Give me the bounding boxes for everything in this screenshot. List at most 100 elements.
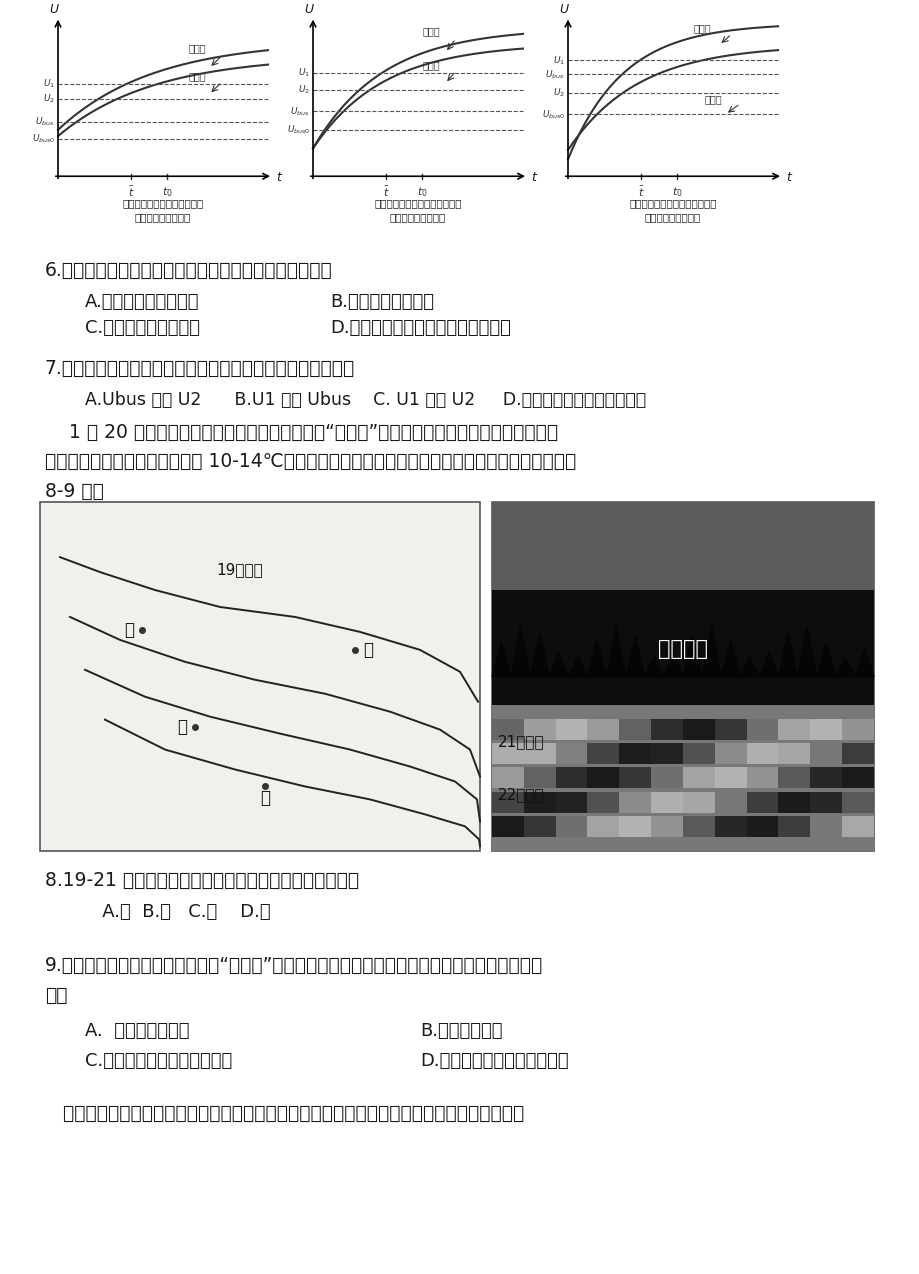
Bar	[618, 792, 651, 813]
Text: A.  增强大气逆辐射: A. 增强大气逆辐射	[85, 1022, 189, 1040]
Bar	[618, 767, 651, 789]
Text: $\bar{t}$: $\bar{t}$	[638, 185, 644, 200]
Text: U: U	[50, 3, 59, 15]
Bar	[587, 767, 618, 789]
Text: t: t	[530, 171, 535, 183]
Bar	[841, 792, 873, 813]
Bar	[618, 719, 651, 740]
Text: $U_{bus}$: $U_{bus}$	[289, 104, 310, 117]
Text: 19日夜间: 19日夜间	[216, 562, 263, 577]
Bar	[555, 767, 587, 789]
Text: 征收前: 征收前	[188, 43, 206, 54]
Bar	[682, 817, 714, 837]
Bar	[492, 590, 873, 722]
Text: 征收后: 征收后	[704, 94, 721, 104]
Text: 1 月 20 日是农历节气大寒，受来自西伯利亚的“霸王级”寒潮影响，之后数日南方多地迎来大: 1 月 20 日是农历节气大寒，受来自西伯利亚的“霸王级”寒潮影响，之后数日南方…	[45, 423, 558, 442]
Text: 下图为三峡工程建成后，下游城陵矶至武汉长江河段累计冲淤状况预测图（冲刷大于淤积为负: 下图为三峡工程建成后，下游城陵矶至武汉长江河段累计冲淤状况预测图（冲刷大于淤积为…	[45, 1103, 524, 1122]
Bar	[587, 743, 618, 764]
Text: 塑料薄膜: 塑料薄膜	[657, 638, 708, 659]
Bar	[746, 719, 777, 740]
Text: 高时间价值出行者征收拥堵费: 高时间价值出行者征收拥堵费	[122, 199, 203, 208]
Bar	[810, 767, 841, 789]
Text: D.增强大气对太阳辔射的吸收: D.增强大气对太阳辔射的吸收	[420, 1051, 568, 1070]
Text: B.高时间价值出行者: B.高时间价值出行者	[330, 293, 434, 311]
Bar	[492, 743, 523, 764]
Bar	[682, 792, 714, 813]
Bar	[777, 817, 810, 837]
Bar	[492, 767, 523, 789]
Bar	[40, 502, 480, 851]
Bar	[555, 817, 587, 837]
Text: 中高时间价值出行者征收拥堵费: 中高时间价值出行者征收拥堵费	[374, 199, 461, 208]
Text: 甲: 甲	[124, 620, 134, 638]
Text: 丁: 丁	[363, 641, 372, 659]
Bar	[492, 502, 873, 851]
Text: C.中低时间价值出行者: C.中低时间价值出行者	[85, 318, 199, 336]
Text: $U_{bus}$: $U_{bus}$	[35, 116, 55, 129]
Bar	[555, 719, 587, 740]
Bar	[746, 767, 777, 789]
Bar	[555, 743, 587, 764]
Text: 征收后: 征收后	[188, 71, 206, 80]
Text: 理是: 理是	[45, 986, 67, 1005]
Bar	[492, 705, 873, 851]
Bar	[810, 719, 841, 740]
Text: C.增强地面对太阳辐射的吸收: C.增强地面对太阳辐射的吸收	[85, 1051, 232, 1070]
Text: 20日夜间: 20日夜间	[497, 680, 544, 694]
Bar	[651, 792, 682, 813]
Bar	[746, 817, 777, 837]
Text: $\bar{t}$: $\bar{t}$	[128, 185, 135, 200]
Text: $t_0$: $t_0$	[671, 185, 682, 199]
Text: 8-9 题。: 8-9 题。	[45, 483, 104, 502]
Bar	[523, 743, 555, 764]
Bar	[523, 719, 555, 740]
Text: $U_{bus}$: $U_{bus}$	[545, 68, 564, 80]
Text: $U_2$: $U_2$	[298, 84, 310, 96]
Bar	[714, 767, 746, 789]
Text: 21日夜间: 21日夜间	[497, 735, 544, 749]
Bar	[714, 743, 746, 764]
Text: B.阻挡地面辐射: B.阻挡地面辐射	[420, 1022, 502, 1040]
Bar	[618, 817, 651, 837]
Bar	[651, 719, 682, 740]
Text: 前后的效用变化对比: 前后的效用变化对比	[644, 213, 700, 222]
Text: $U_1$: $U_1$	[298, 66, 310, 79]
Text: 前后的效用变化对比: 前后的效用变化对比	[135, 213, 191, 222]
Text: 乙: 乙	[176, 717, 187, 735]
Bar	[651, 767, 682, 789]
Text: $U_1$: $U_1$	[43, 78, 55, 89]
Bar	[682, 743, 714, 764]
Bar	[555, 792, 587, 813]
Bar	[841, 767, 873, 789]
Bar	[841, 743, 873, 764]
Bar	[492, 719, 523, 740]
Bar	[651, 743, 682, 764]
Bar	[492, 817, 523, 837]
Text: 9.果农在寒潮来临前为柑橘穿上了“羽绒服”（塑料薄膜，如右图所示），可有效地防止冻害，其原: 9.果农在寒潮来临前为柑橘穿上了“羽绒服”（塑料薄膜，如右图所示），可有效地防止…	[45, 956, 542, 975]
Bar	[746, 792, 777, 813]
Bar	[682, 767, 714, 789]
Text: A.甲  B.乙   C.丙    D.丁: A.甲 B.乙 C.丙 D.丁	[85, 903, 270, 921]
Bar	[810, 817, 841, 837]
Text: t: t	[276, 171, 280, 183]
Bar	[682, 719, 714, 740]
Bar	[777, 743, 810, 764]
Text: 中低时间价值出行者征收拥堵费: 中低时间价值出行者征收拥堵费	[629, 199, 716, 208]
Text: $U_1$: $U_1$	[552, 54, 564, 66]
Bar	[714, 817, 746, 837]
Bar	[777, 767, 810, 789]
Bar	[777, 792, 810, 813]
Text: U: U	[304, 3, 313, 15]
Bar	[587, 817, 618, 837]
Text: $t_0$: $t_0$	[162, 185, 173, 199]
Bar	[810, 792, 841, 813]
Bar	[651, 817, 682, 837]
Text: U: U	[559, 3, 568, 15]
Bar	[841, 719, 873, 740]
Text: 丙: 丙	[260, 790, 269, 808]
Text: t: t	[785, 171, 790, 183]
Bar	[523, 767, 555, 789]
Bar	[587, 719, 618, 740]
Text: $t_0$: $t_0$	[416, 185, 427, 199]
Bar	[492, 792, 523, 813]
